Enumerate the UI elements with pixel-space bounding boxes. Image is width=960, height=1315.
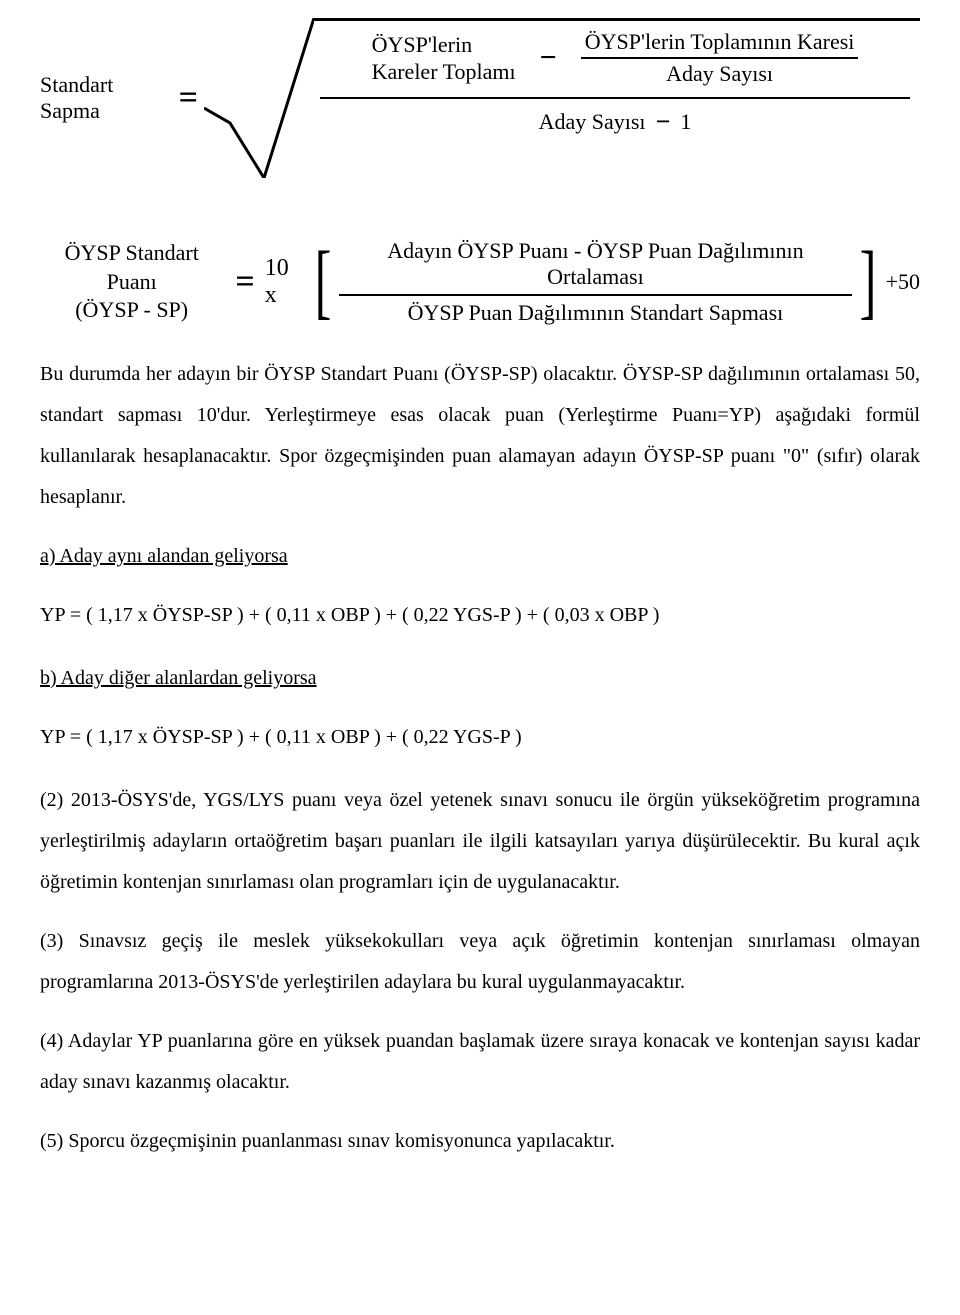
equals-sign: = [179, 81, 198, 115]
paragraph-2: (2) 2013-ÖSYS'de, YGS/LYS puanı veya öze… [40, 780, 920, 903]
numerator-right-fraction: ÖYSP'lerin Toplamının Karesi Aday Sayısı [581, 29, 859, 87]
yp-formula-a: YP = ( 1,17 x ÖYSP-SP ) + ( 0,11 x OBP )… [40, 595, 920, 636]
radical-icon [204, 18, 314, 178]
numerator-left: ÖYSP'lerin Kareler Toplamı [372, 31, 516, 86]
open-bracket-icon: [ [315, 248, 332, 315]
formula1-lhs: Standart Sapma [40, 72, 167, 124]
yp-formula-b: YP = ( 1,17 x ÖYSP-SP ) + ( 0,11 x OBP )… [40, 717, 920, 758]
formula2-lhs: ÖYSP Standart Puanı (ÖYSP - SP) [40, 239, 223, 325]
plus-fifty: +50 [886, 269, 920, 295]
coefficient-tenx: 10 x [265, 255, 306, 309]
paragraph-3: (3) Sınavsız geçiş ile meslek yüksekokul… [40, 921, 920, 1003]
minus-icon: − [656, 109, 671, 135]
oysp-sp-formula: ÖYSP Standart Puanı (ÖYSP - SP) = 10 x [… [40, 238, 920, 326]
minus-icon: − [540, 43, 557, 73]
formula1-denominator: Aday Sayısı − 1 [539, 103, 692, 135]
paragraph-5: (5) Sporcu özgeçmişinin puanlanması sına… [40, 1121, 920, 1162]
fraction-bar [320, 97, 910, 99]
formula2-fraction: Adayın ÖYSP Puanı - ÖYSP Puan Dağılımını… [339, 238, 851, 326]
heading-case-b: b) Aday diğer alanlardan geliyorsa [40, 658, 920, 699]
sqrt-expression: ÖYSP'lerin Kareler Toplamı − ÖYSP'lerin … [204, 18, 920, 178]
close-bracket-icon: ] [859, 248, 876, 315]
paragraph-4: (4) Adaylar YP puanlarına göre en yüksek… [40, 1021, 920, 1103]
paragraph-intro: Bu durumda her adayın bir ÖYSP Standart … [40, 354, 920, 518]
equals-sign: = [235, 265, 254, 299]
std-dev-formula: Standart Sapma = ÖYSP'lerin Kareler Topl… [40, 18, 920, 178]
heading-case-a: a) Aday aynı alandan geliyorsa [40, 536, 920, 577]
